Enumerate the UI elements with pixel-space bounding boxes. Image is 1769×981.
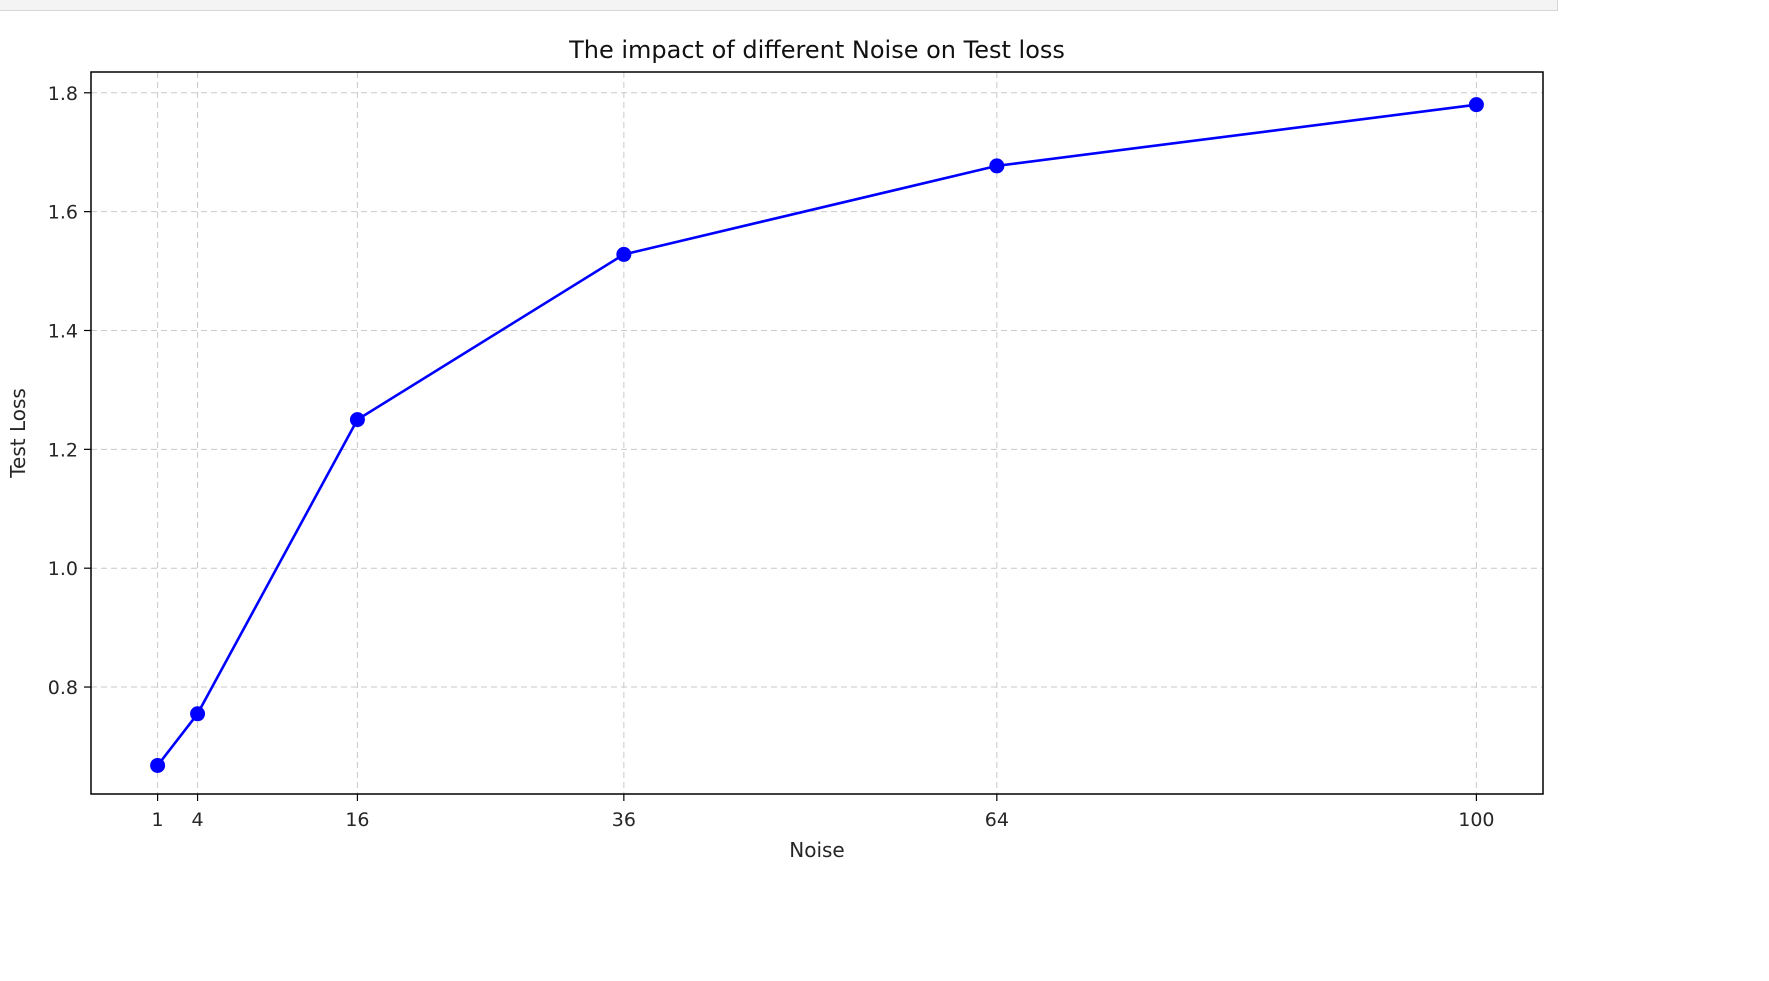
window-top-bar [0,0,1558,11]
x-tick-label: 1 [152,809,164,831]
y-axis-title: Test Loss [6,388,30,479]
plot-area-frame [90,71,1544,795]
x-tick-label: 100 [1458,809,1494,831]
series-layer [150,97,1484,773]
data-point-marker [616,246,632,262]
x-axis-title: Noise [789,838,844,862]
data-point-marker [349,412,365,428]
x-tick-label: 64 [985,809,1009,831]
x-tick-label: 36 [612,809,636,831]
y-tick-label: 1.0 [48,558,78,580]
y-tick-label: 1.2 [48,439,78,461]
data-point-marker [989,158,1005,174]
series-line [156,103,1477,767]
x-tick-label: 16 [345,809,369,831]
grid-lines [91,72,1543,794]
data-point-marker [1468,97,1484,113]
y-tick-label: 1.4 [48,320,78,342]
data-point-marker [190,706,206,722]
y-tick-label: 1.8 [48,83,78,105]
x-tick-label: 4 [192,809,204,831]
y-tick-label: 0.8 [48,677,78,699]
y-tick-label: 1.6 [48,202,78,224]
chart-title: The impact of different Noise on Test lo… [568,36,1065,64]
data-point-marker [150,757,166,773]
axis-ticks: 1 4 16 36 64 100 0.8 1.0 1.2 1.4 1.6 1.8 [48,83,1495,831]
